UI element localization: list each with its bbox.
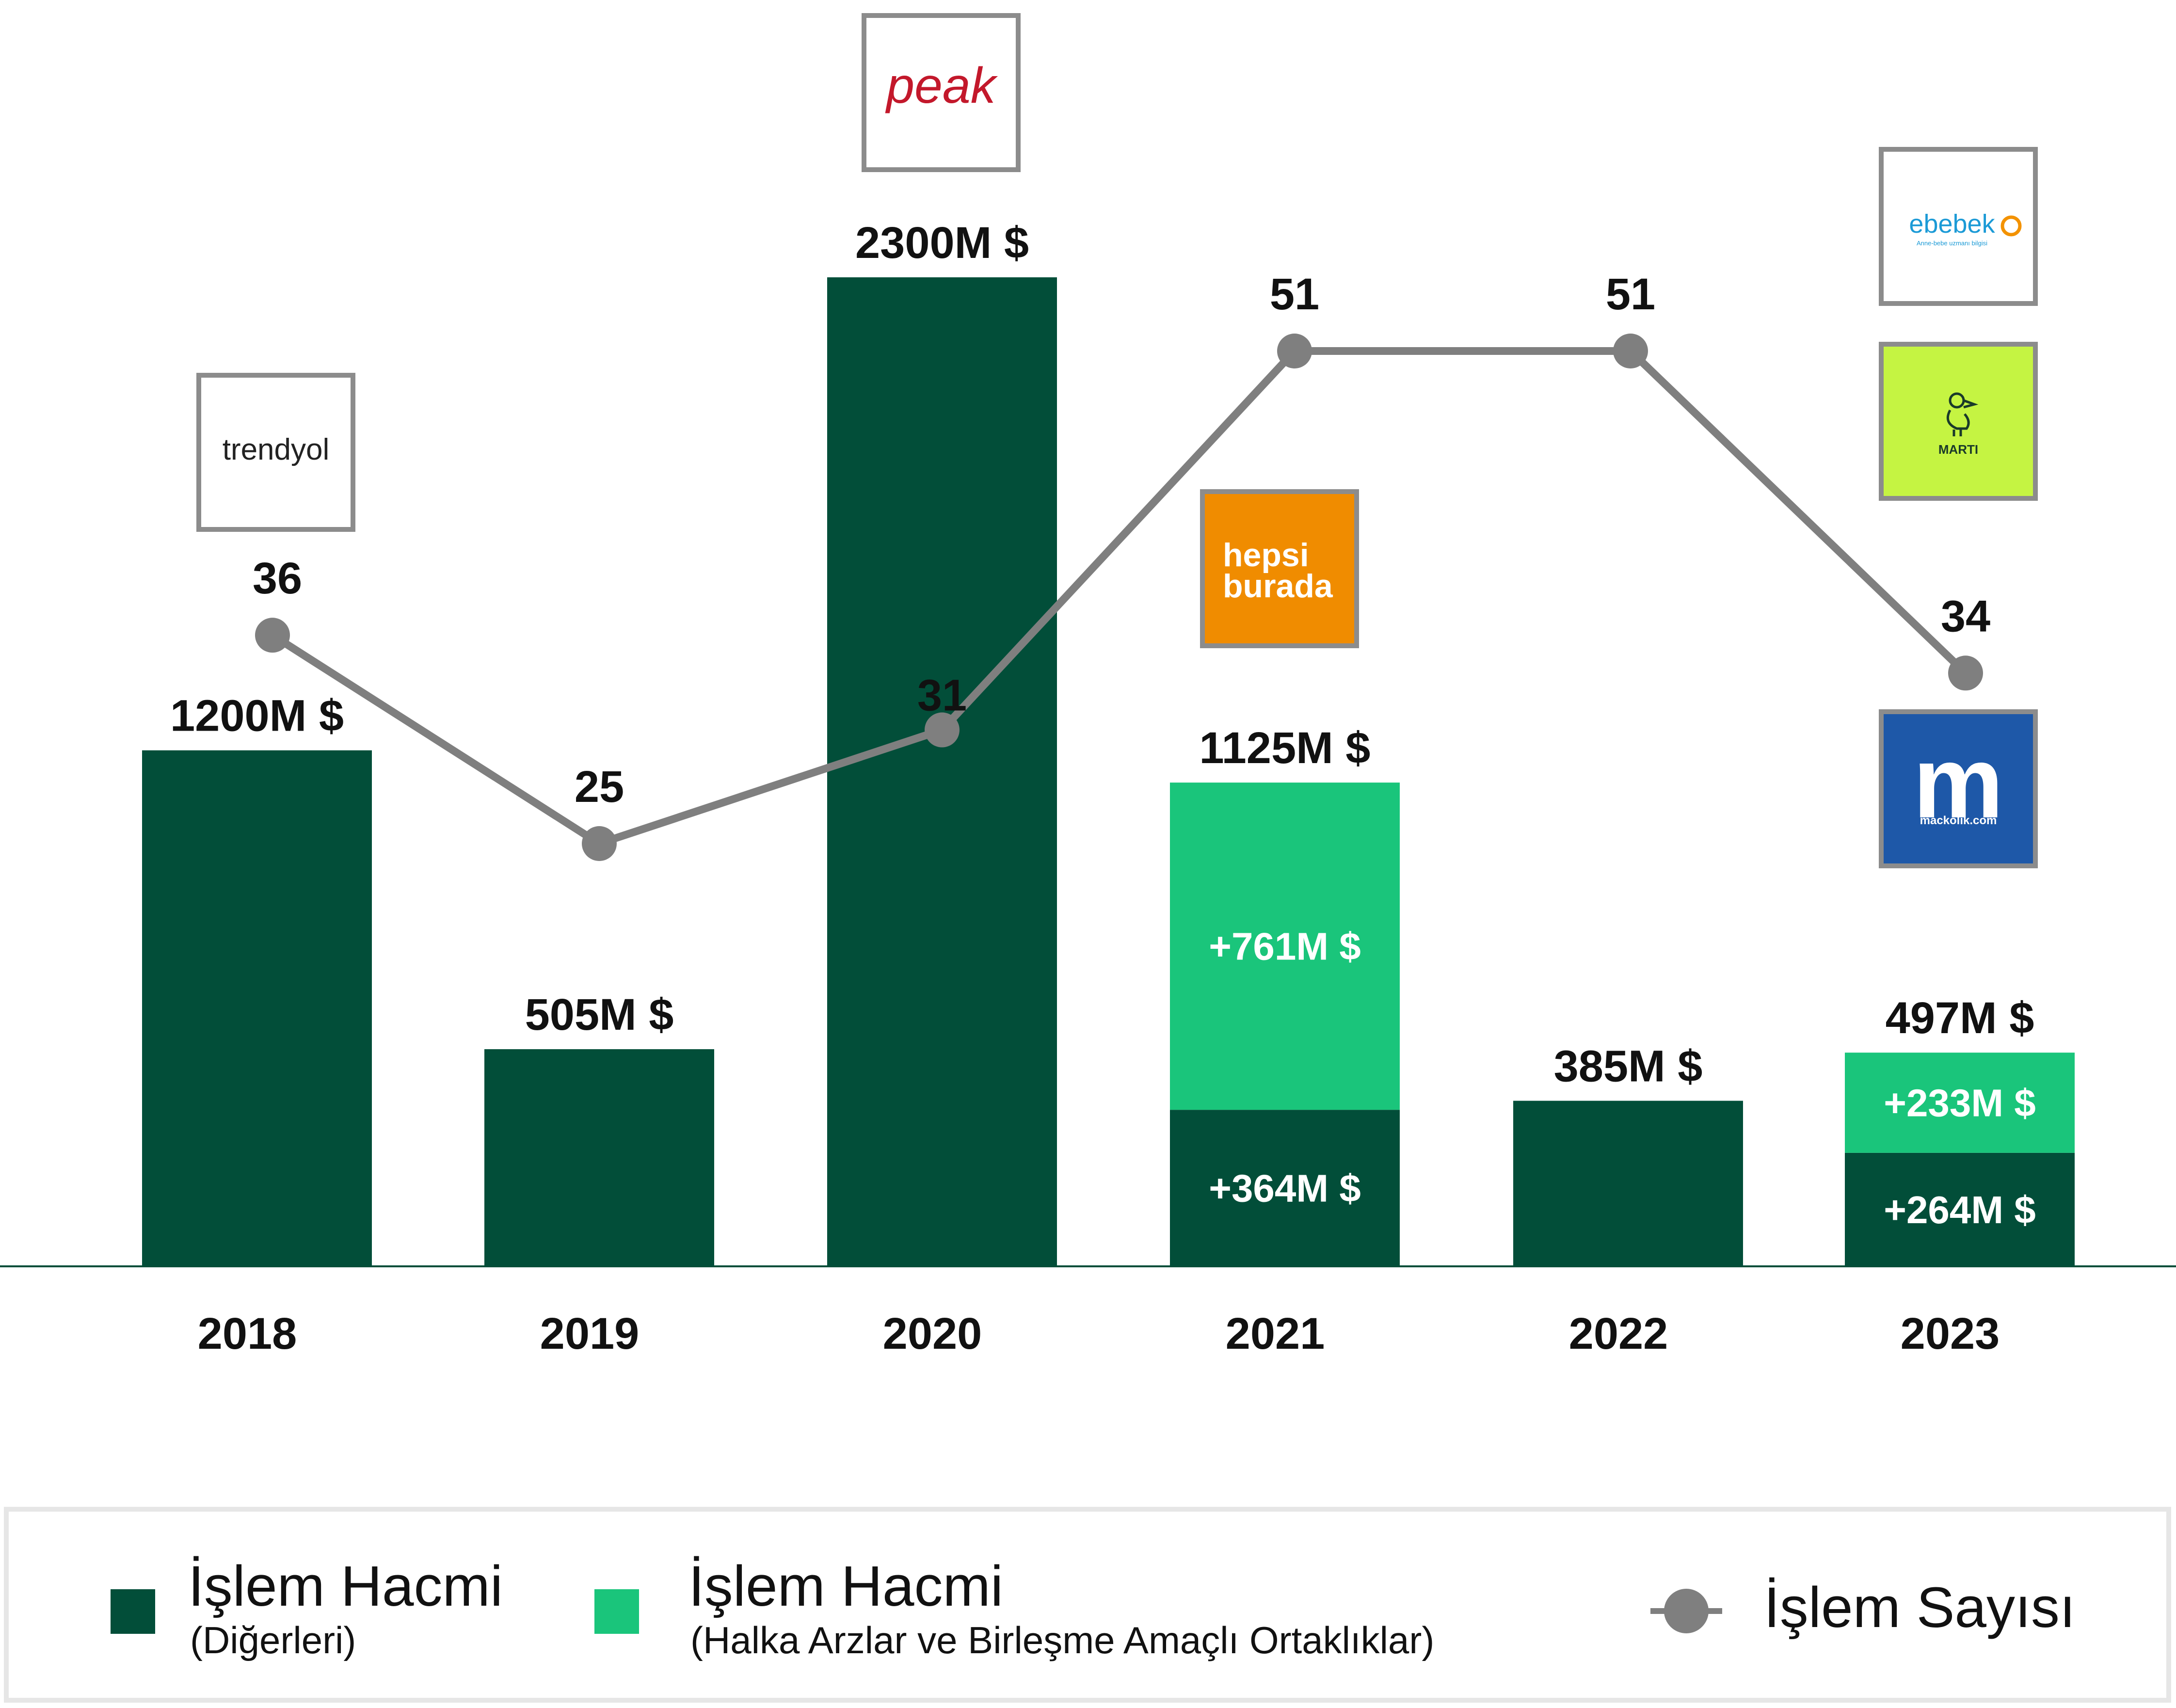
bar-total-label-2023: 497M $	[1886, 993, 2034, 1043]
bars-layer	[142, 277, 2075, 1266]
count-label-2020: 31	[917, 671, 967, 720]
count-label-2023: 34	[1941, 591, 1990, 641]
legend-swatch-others	[111, 1589, 155, 1634]
x-tick-label-2020: 2020	[883, 1309, 982, 1358]
bar-ipo-label-2023: +233M $	[1884, 1082, 2036, 1125]
labels-layer: 1200M $ 2018 505M $ 2019 2300M $ 2020 +761M $ +…	[170, 218, 2036, 1358]
bar-total-label-2018: 1200M $	[170, 691, 344, 741]
count-point-2022	[1613, 334, 1648, 368]
svg-text:trendyol: trendyol	[223, 433, 330, 466]
bar-ipo-2021	[1170, 782, 1400, 1110]
legend-title-count: İşlem Sayısı	[1764, 1576, 2076, 1640]
x-tick-label-2023: 2023	[1901, 1309, 2000, 1358]
svg-text:peak: peak	[885, 58, 998, 114]
marti-bird-icon	[1946, 392, 1979, 436]
bar-others-2018	[142, 750, 372, 1266]
svg-text:MARTI: MARTI	[1938, 442, 1978, 457]
bar-ipo-2023	[1845, 1053, 2075, 1153]
bar-others-label-2021: +364M $	[1209, 1167, 1361, 1210]
trendyol-logo: trendyol	[196, 373, 355, 532]
bar-total-label-2019: 505M $	[525, 990, 674, 1039]
legend-sub-others: (Diğerleri)	[190, 1619, 356, 1661]
legend-sub-ipo: (Halka Arzlar ve Birleşme Amaçlı Ortaklı…	[690, 1619, 1435, 1661]
count-line-layer	[255, 334, 1983, 861]
count-point-2020	[925, 712, 960, 748]
legend-swatch-ipo	[594, 1589, 639, 1634]
hepsiburada-logo: hepsi burada	[1200, 489, 1359, 648]
count-label-2022: 51	[1606, 270, 1655, 319]
svg-text:hepsi: hepsi	[1223, 537, 1309, 574]
x-tick-label-2018: 2018	[198, 1309, 297, 1358]
marti-logo: MARTI	[1879, 342, 2038, 501]
count-line	[270, 347, 1968, 847]
count-label-2021: 51	[1270, 270, 1319, 319]
ebebek-logo: ebebek Anne-bebe uzmanı bilgisi	[1879, 147, 2038, 306]
legend-title-others: İşlem Hacmi	[188, 1554, 503, 1618]
chart: 1200M $ 2018 505M $ 2019 2300M $ 2020 +761M $ +…	[0, 13, 2176, 1358]
svg-text:ebebek: ebebek	[1909, 209, 1995, 239]
count-point-2023	[1948, 655, 1983, 691]
bar-others-2022	[1513, 1101, 1743, 1266]
count-point-2019	[582, 826, 617, 861]
svg-text:m: m	[1913, 725, 2004, 839]
bar-others-2020	[827, 277, 1057, 1266]
count-label-2019: 25	[575, 762, 624, 812]
legend-title-ipo: İşlem Hacmi	[688, 1554, 1004, 1618]
legend-line-dot-icon	[1650, 1589, 1722, 1633]
bar-others-label-2023: +264M $	[1884, 1188, 2036, 1231]
legend: İşlem Hacmi (Diğerleri) İşlem Hacmi (Hal…	[4, 1507, 2171, 1703]
bar-total-label-2021: 1125M $	[1200, 723, 1371, 773]
count-point-2018	[255, 618, 290, 653]
x-tick-label-2022: 2022	[1569, 1309, 1668, 1358]
bar-others-2021	[1170, 1110, 1400, 1266]
x-tick-label-2019: 2019	[540, 1309, 640, 1358]
svg-text:mackolik.com: mackolik.com	[1920, 814, 1997, 827]
mackolik-logo: m mackolik.com	[1879, 709, 2038, 868]
bar-total-label-2022: 385M $	[1554, 1042, 1703, 1091]
peak-logo: peak	[862, 13, 1021, 172]
bar-ipo-label-2021: +761M $	[1209, 925, 1361, 968]
svg-text:burada: burada	[1223, 568, 1333, 605]
count-point-2021	[1277, 334, 1312, 368]
count-label-2018: 36	[253, 554, 302, 603]
svg-text:Anne-bebe uzmanı bilgisi: Anne-bebe uzmanı bilgisi	[1917, 239, 1987, 247]
bar-others-2023	[1845, 1152, 2075, 1266]
x-tick-label-2021: 2021	[1226, 1309, 1325, 1358]
bar-others-2019	[484, 1049, 714, 1266]
bar-total-label-2020: 2300M $	[855, 218, 1029, 268]
